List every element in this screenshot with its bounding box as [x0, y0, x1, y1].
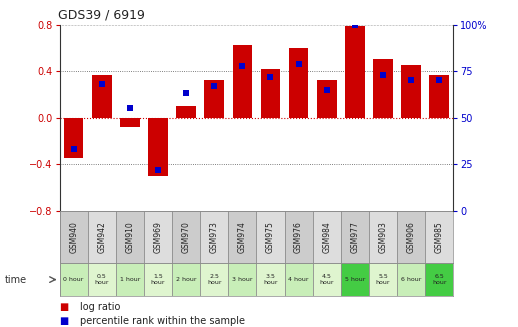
Bar: [256, 211, 284, 263]
Bar: [425, 263, 453, 296]
Text: 2 hour: 2 hour: [176, 277, 196, 282]
Text: 0.5
hour: 0.5 hour: [94, 274, 109, 285]
Bar: [397, 211, 425, 263]
Bar: [284, 263, 313, 296]
Bar: [92, 75, 111, 118]
Bar: [144, 263, 172, 296]
Text: 1.5
hour: 1.5 hour: [151, 274, 165, 285]
Bar: [60, 211, 88, 263]
Bar: [369, 211, 397, 263]
Text: ■: ■: [60, 302, 69, 312]
Bar: [116, 263, 144, 296]
Text: 6 hour: 6 hour: [401, 277, 421, 282]
Text: GSM969: GSM969: [153, 221, 163, 253]
Text: 3 hour: 3 hour: [232, 277, 253, 282]
Bar: [261, 69, 280, 118]
Bar: [120, 118, 140, 127]
Bar: [200, 263, 228, 296]
Bar: [233, 45, 252, 118]
Text: 1 hour: 1 hour: [120, 277, 140, 282]
Bar: [256, 263, 284, 296]
Text: GSM942: GSM942: [97, 221, 106, 253]
Text: GSM910: GSM910: [125, 221, 134, 253]
Text: log ratio: log ratio: [80, 302, 121, 312]
Bar: [148, 118, 168, 176]
Text: GSM976: GSM976: [294, 221, 303, 253]
Text: GSM973: GSM973: [210, 221, 219, 253]
Bar: [317, 80, 337, 118]
Bar: [284, 211, 313, 263]
Bar: [289, 48, 308, 118]
Bar: [205, 80, 224, 118]
Text: 3.5
hour: 3.5 hour: [263, 274, 278, 285]
Bar: [313, 211, 341, 263]
Bar: [88, 263, 116, 296]
Text: 5.5
hour: 5.5 hour: [376, 274, 390, 285]
Bar: [341, 263, 369, 296]
Bar: [373, 60, 393, 118]
Text: 5 hour: 5 hour: [344, 277, 365, 282]
Text: time: time: [5, 275, 27, 284]
Bar: [64, 118, 83, 159]
Text: GSM975: GSM975: [266, 221, 275, 253]
Bar: [313, 263, 341, 296]
Text: GSM974: GSM974: [238, 221, 247, 253]
Text: 4.5
hour: 4.5 hour: [320, 274, 334, 285]
Bar: [429, 75, 449, 118]
Bar: [401, 65, 421, 118]
Bar: [116, 211, 144, 263]
Bar: [172, 211, 200, 263]
Bar: [144, 211, 172, 263]
Text: GSM977: GSM977: [350, 221, 359, 253]
Bar: [228, 263, 256, 296]
Bar: [369, 263, 397, 296]
Text: GSM984: GSM984: [322, 221, 331, 253]
Text: GSM970: GSM970: [182, 221, 191, 253]
Text: GSM940: GSM940: [69, 221, 78, 253]
Bar: [200, 211, 228, 263]
Text: GSM903: GSM903: [379, 221, 387, 253]
Bar: [345, 26, 365, 118]
Bar: [176, 106, 196, 118]
Bar: [341, 211, 369, 263]
Bar: [172, 263, 200, 296]
Text: GSM906: GSM906: [407, 221, 415, 253]
Text: GDS39 / 6919: GDS39 / 6919: [57, 9, 145, 22]
Text: percentile rank within the sample: percentile rank within the sample: [80, 316, 246, 326]
Text: ■: ■: [60, 316, 69, 326]
Text: 6.5
hour: 6.5 hour: [432, 274, 447, 285]
Bar: [88, 211, 116, 263]
Bar: [425, 211, 453, 263]
Text: 4 hour: 4 hour: [289, 277, 309, 282]
Bar: [228, 211, 256, 263]
Text: GSM985: GSM985: [435, 221, 444, 253]
Text: 2.5
hour: 2.5 hour: [207, 274, 222, 285]
Bar: [60, 263, 88, 296]
Text: 0 hour: 0 hour: [63, 277, 84, 282]
Bar: [397, 263, 425, 296]
